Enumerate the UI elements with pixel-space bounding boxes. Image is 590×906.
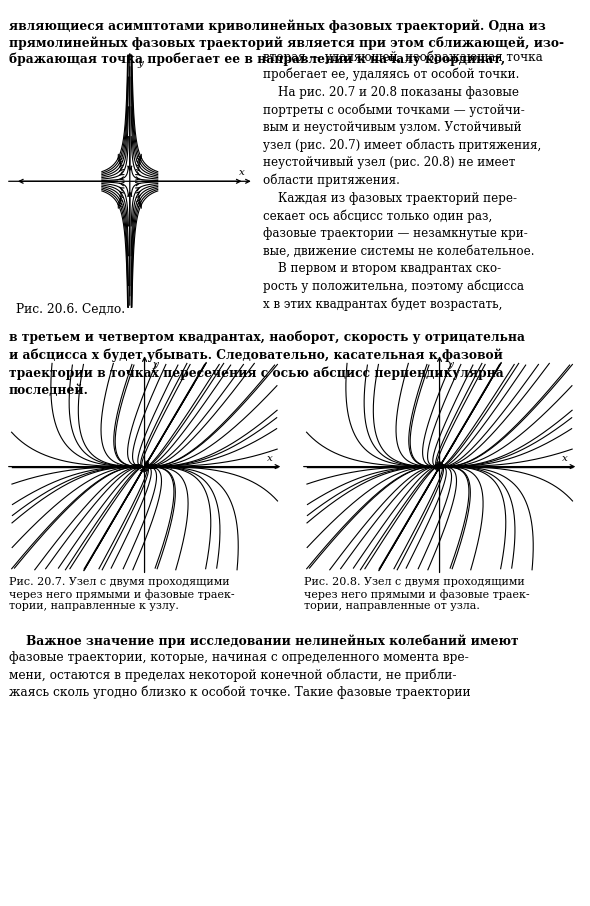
- Text: x: x: [239, 168, 245, 177]
- Text: секает ось абсцисс только один раз,: секает ось абсцисс только один раз,: [263, 209, 492, 223]
- Text: области притяжения.: области притяжения.: [263, 174, 399, 188]
- Text: пробегает ее, удаляясь от особой точки.: пробегает ее, удаляясь от особой точки.: [263, 68, 519, 82]
- Text: узел (рис. 20.7) имеет область притяжения,: узел (рис. 20.7) имеет область притяжени…: [263, 139, 541, 152]
- Text: бражающая точка пробегает ее в направлении к началу координат,: бражающая точка пробегает ее в направлен…: [9, 53, 505, 66]
- Text: Рис. 20.8. Узел с двумя проходящими
через него прямыми и фазовые траек-
тории, н: Рис. 20.8. Узел с двумя проходящими чере…: [304, 577, 529, 612]
- Text: На рис. 20.7 и 20.8 показаны фазовые: На рис. 20.7 и 20.8 показаны фазовые: [263, 86, 519, 99]
- Text: и абсцисса х будет убывать. Следовательно, касательная к фазовой: и абсцисса х будет убывать. Следовательн…: [9, 348, 503, 361]
- Text: y: y: [137, 59, 143, 68]
- Text: Рис. 20.6. Седло.: Рис. 20.6. Седло.: [17, 303, 125, 315]
- Text: вторая — удаляющей, изображающая точка: вторая — удаляющей, изображающая точка: [263, 50, 542, 63]
- Text: портреты с особыми точками — устойчи-: портреты с особыми точками — устойчи-: [263, 103, 525, 117]
- Text: рость у положительна, поэтому абсцисса: рость у положительна, поэтому абсцисса: [263, 280, 523, 294]
- Text: последней.: последней.: [9, 384, 88, 397]
- Text: Каждая из фазовых траекторий пере-: Каждая из фазовых траекторий пере-: [263, 192, 517, 205]
- Text: в третьем и четвертом квадрантах, наоборот, скорость у отрицательна: в третьем и четвертом квадрантах, наобор…: [9, 331, 525, 344]
- Text: y: y: [448, 360, 454, 369]
- Text: вым и неустойчивым узлом. Устойчивый: вым и неустойчивым узлом. Устойчивый: [263, 120, 521, 134]
- Text: В первом и втором квадрантах ско-: В первом и втором квадрантах ско-: [263, 263, 501, 275]
- Text: фазовые траектории — незамкнутые кри-: фазовые траектории — незамкнутые кри-: [263, 226, 527, 240]
- Text: мени, остаются в пределах некоторой конечной области, не прибли-: мени, остаются в пределах некоторой коне…: [9, 669, 456, 682]
- Text: являющиеся асимптотами криволинейных фазовых траекторий. Одна из: являющиеся асимптотами криволинейных фаз…: [9, 20, 546, 34]
- Text: фазовые траектории, которые, начиная с определенного момента вре-: фазовые траектории, которые, начиная с о…: [9, 651, 468, 664]
- Text: Важное значение при исследовании нелинейных колебаний имеют: Важное значение при исследовании нелиней…: [9, 634, 519, 648]
- Text: неустойчивый узел (рис. 20.8) не имеет: неустойчивый узел (рис. 20.8) не имеет: [263, 156, 515, 169]
- Text: вые, движение системы не колебательное.: вые, движение системы не колебательное.: [263, 245, 534, 257]
- Text: x: x: [267, 454, 273, 463]
- Text: траектории в точках пересечения с осью абсцисс перпендикулярна: траектории в точках пересечения с осью а…: [9, 366, 504, 380]
- Text: x: x: [562, 454, 568, 463]
- Text: жаясь сколь угодно близко к особой точке. Такие фазовые траектории: жаясь сколь угодно близко к особой точке…: [9, 686, 470, 699]
- Text: Рис. 20.7. Узел с двумя проходящими
через него прямыми и фазовые траек-
тории, н: Рис. 20.7. Узел с двумя проходящими чере…: [9, 577, 234, 612]
- Text: y: y: [153, 360, 159, 369]
- Text: прямолинейных фазовых траекторий является при этом сближающей, изо-: прямолинейных фазовых траекторий являетс…: [9, 36, 564, 50]
- Text: х в этих квадрантах будет возрастать,: х в этих квадрантах будет возрастать,: [263, 297, 502, 311]
